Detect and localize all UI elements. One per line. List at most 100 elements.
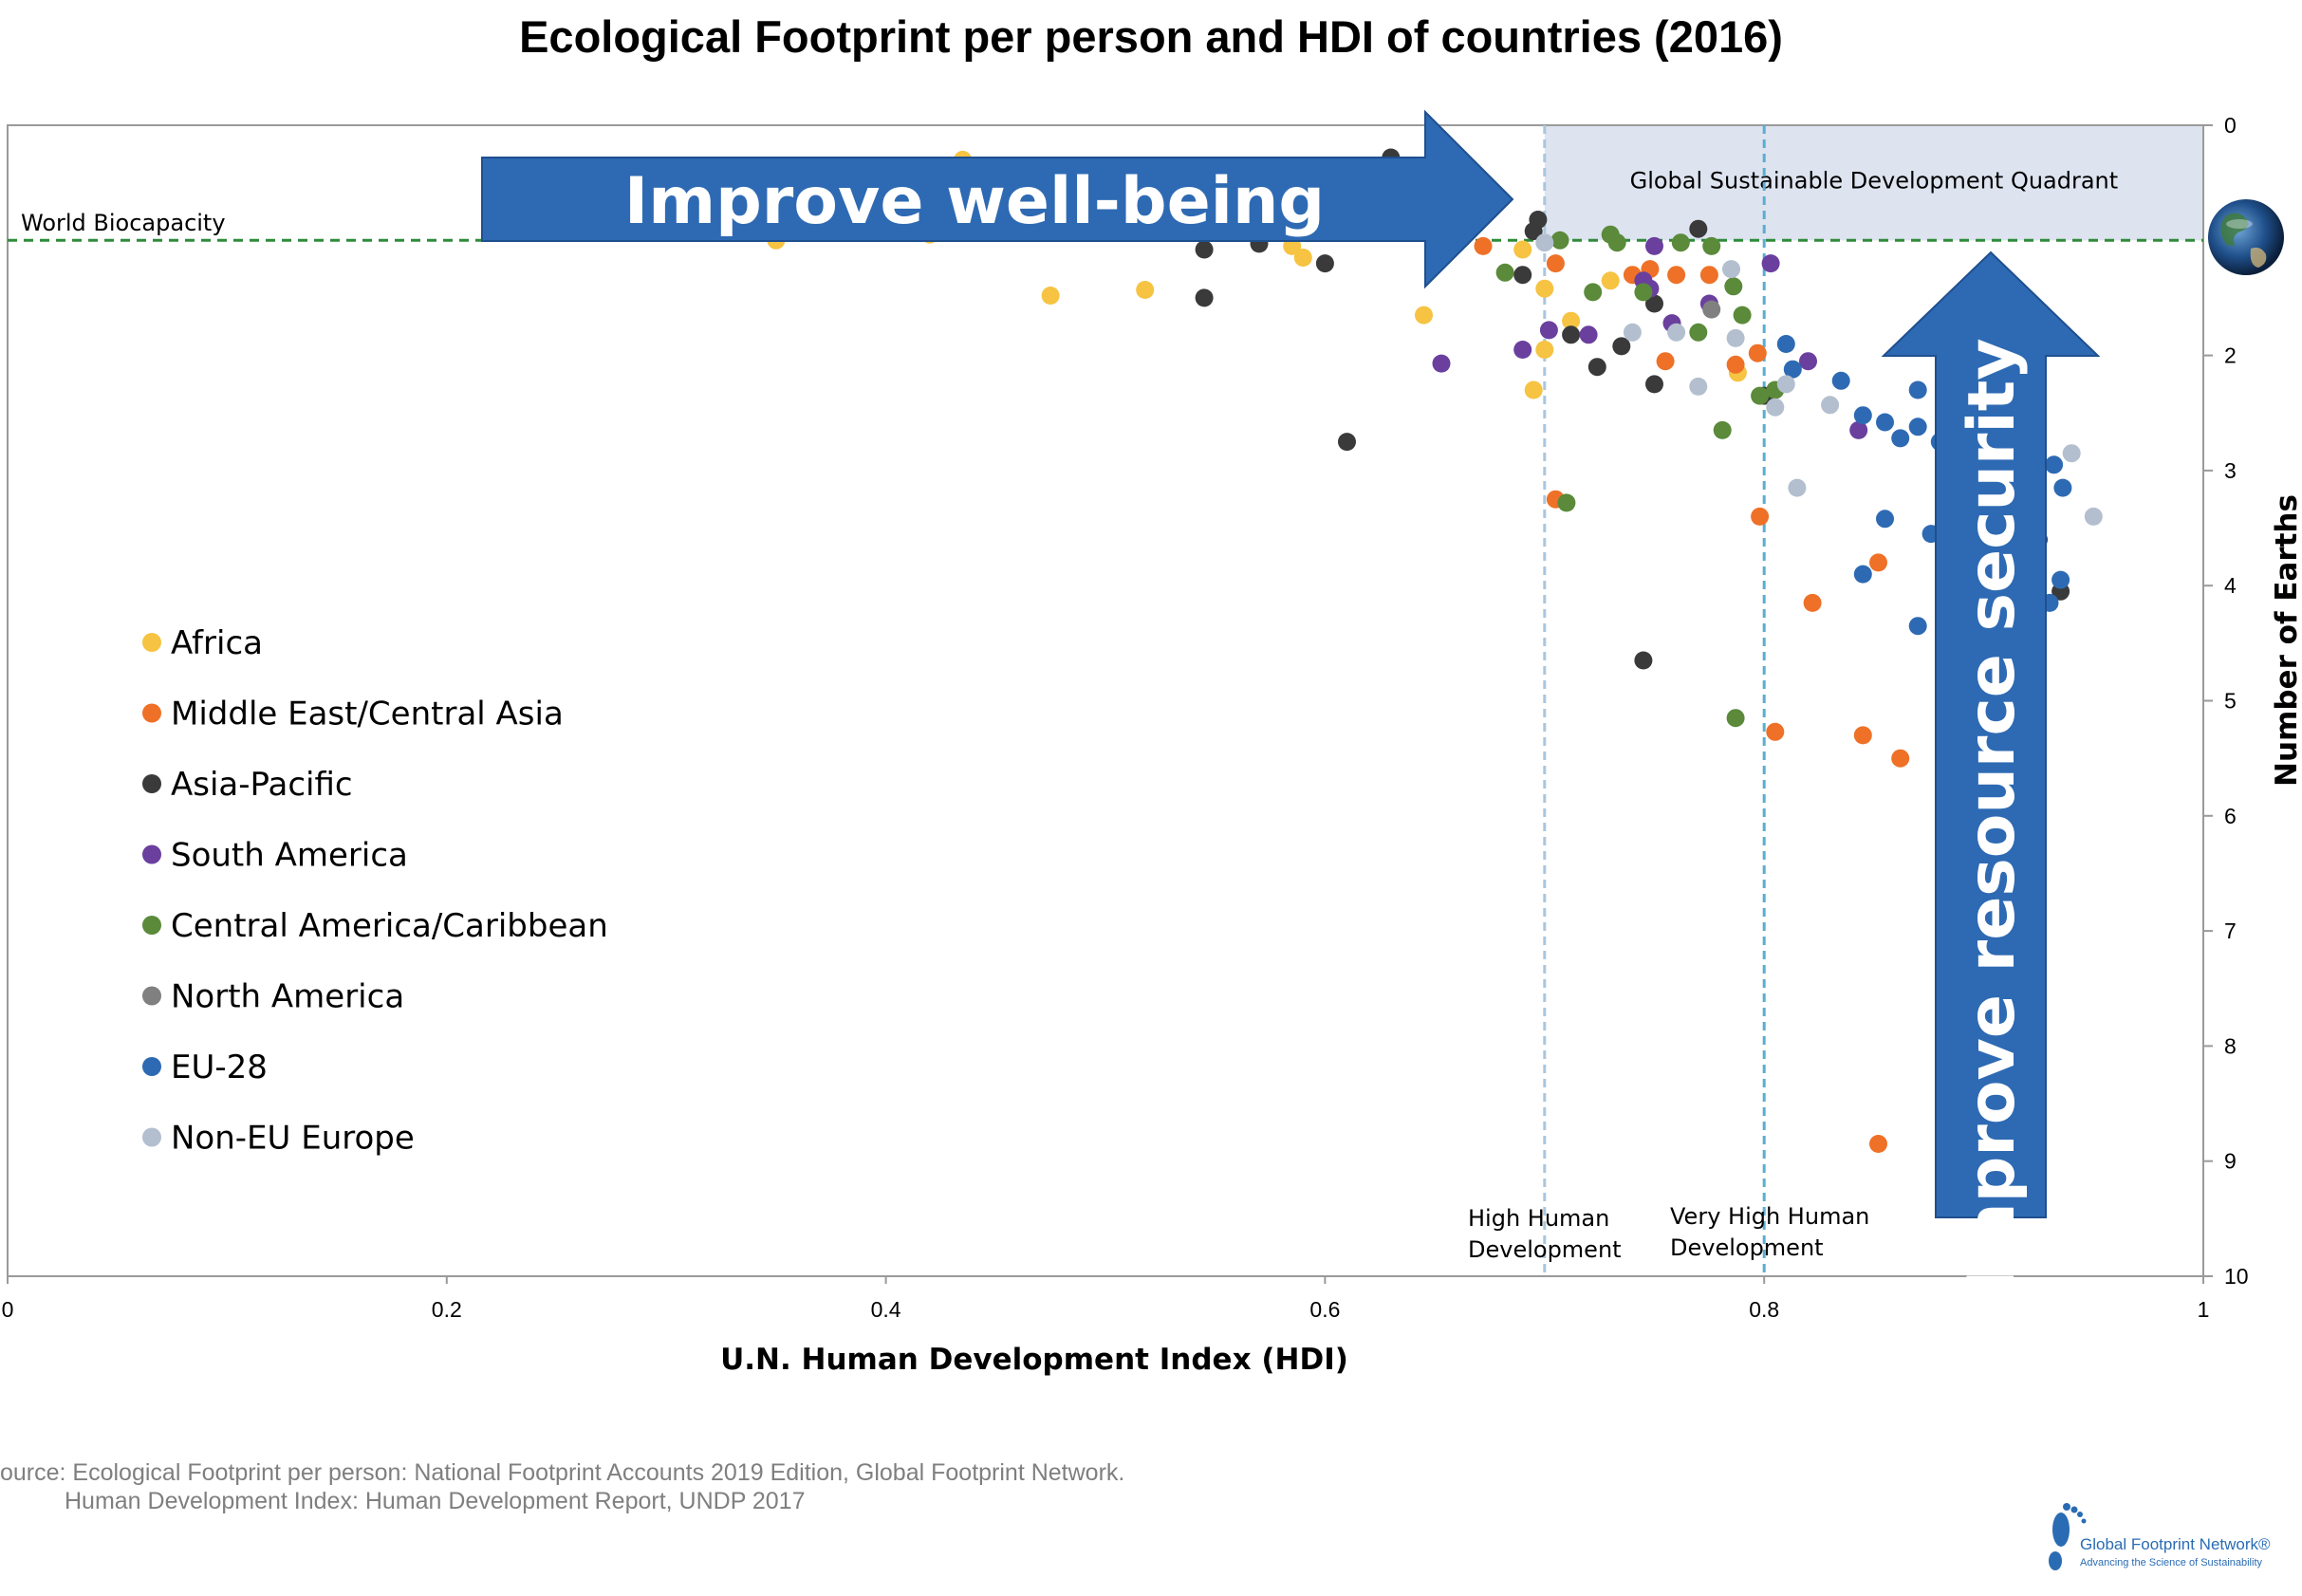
data-point [1831,371,1850,390]
x-tick-label: 0.8 [1749,1297,1779,1322]
data-point [1689,219,1708,238]
data-point [1557,493,1576,512]
data-point [1766,722,1785,741]
world-biocapacity-label: World Biocapacity [21,210,226,236]
high-hdi-label-1: High Human [1468,1205,1609,1232]
sustainable-quadrant [1544,125,2203,241]
y-axis-label: Number of Earths [2270,494,2302,787]
x-tick-label: 0.2 [432,1297,462,1322]
data-point [1713,420,1732,439]
data-point [1474,236,1493,255]
source-line-2: Human Development Index: Human Developme… [65,1488,806,1514]
y-tick-label: 10 [2224,1264,2249,1289]
data-point [1869,1135,1887,1153]
legend-label: Non-EU Europe [171,1120,415,1158]
data-point [1702,300,1721,319]
data-point [1726,709,1745,728]
data-point [1432,354,1451,373]
improve-resource-security-label: Improve resource security [1955,338,2030,1293]
y-tick-label: 3 [2224,458,2237,483]
y-tick-label: 2 [2224,343,2237,368]
earth-icon [2208,199,2284,275]
data-point [1612,337,1631,356]
data-point [1645,236,1663,255]
data-point [2084,507,2103,526]
y-tick-label: 4 [2224,573,2237,598]
data-point [1671,233,1690,252]
data-point [1529,211,1548,229]
very-high-hdi-label-1: Very High Human [1670,1203,1869,1230]
data-point [1799,352,1817,371]
data-point [1041,287,1060,305]
data-point [1776,335,1795,353]
data-point [1689,377,1708,396]
improve-well-being-label: Improve well-being [624,164,1325,239]
data-point [1495,263,1514,282]
improve-well-being-arrow [481,109,1514,289]
data-point [1195,288,1214,307]
data-point [1853,565,1872,584]
data-point [1761,254,1780,273]
data-point [1513,266,1532,285]
data-point [1853,726,1872,745]
data-point [1535,341,1554,359]
legend-label: Middle East/Central Asia [171,696,564,733]
data-points [767,148,2103,1153]
data-point [1733,306,1752,325]
legend-label: North America [171,978,404,1016]
x-tick-label: 0.6 [1309,1297,1340,1322]
data-point [1891,429,1910,448]
data-point [1315,254,1334,273]
source-line-1: ource: Ecological Footprint per person: … [0,1459,1124,1486]
data-point [1535,279,1554,298]
x-axis-ticks: 0 0.2 0.4 0.6 0.8 1 [2,1276,2210,1322]
data-point [1702,236,1721,255]
improve-resource-security-arrow [1881,251,2101,1218]
legend-marker [142,1127,161,1147]
data-point [2062,444,2081,463]
legend-marker [142,986,161,1006]
data-point [1656,352,1675,371]
data-point [2051,570,2070,589]
data-point [1726,328,1745,347]
data-point [1667,266,1686,285]
data-point [1634,283,1653,302]
legend-label: South America [171,837,408,875]
legend-label: Africa [171,624,263,662]
data-point [1645,294,1663,313]
data-point [1513,240,1532,259]
y-tick-label: 8 [2224,1033,2237,1058]
data-point [1539,321,1558,340]
data-point [1524,380,1543,399]
data-point [1908,380,1927,399]
data-point [1562,325,1581,344]
data-point [1689,323,1708,342]
logo-tagline: Advancing the Science of Sustainability [2080,1557,2263,1568]
quadrant-label: Global Sustainable Development Quadrant [1630,168,2119,195]
data-point [1550,231,1569,250]
legend-marker [142,703,161,723]
data-point [1803,593,1822,612]
y-tick-label: 0 [2224,113,2237,138]
data-point [1748,343,1767,362]
data-point [1601,271,1620,290]
data-point [1338,433,1356,452]
data-point [1623,323,1642,342]
data-point [1587,358,1606,377]
data-point [1776,375,1795,394]
x-tick-label: 0.4 [871,1297,901,1322]
data-point [1783,360,1802,379]
data-point [1876,510,1894,529]
legend-label: Asia-Pacific [171,766,353,804]
data-point [1724,277,1743,296]
data-point [1513,341,1532,359]
data-point [1535,233,1554,252]
data-point [1751,386,1770,405]
data-point [1849,420,1868,439]
x-tick-label: 1 [2198,1297,2210,1322]
data-point [1562,311,1581,330]
legend-label: Central America/Caribbean [171,907,608,945]
data-point [2053,478,2072,497]
x-axis-label: U.N. Human Development Index (HDI) [720,1343,1348,1377]
global-footprint-network-logo: Global Footprint Network® Advancing the … [2049,1503,2271,1570]
